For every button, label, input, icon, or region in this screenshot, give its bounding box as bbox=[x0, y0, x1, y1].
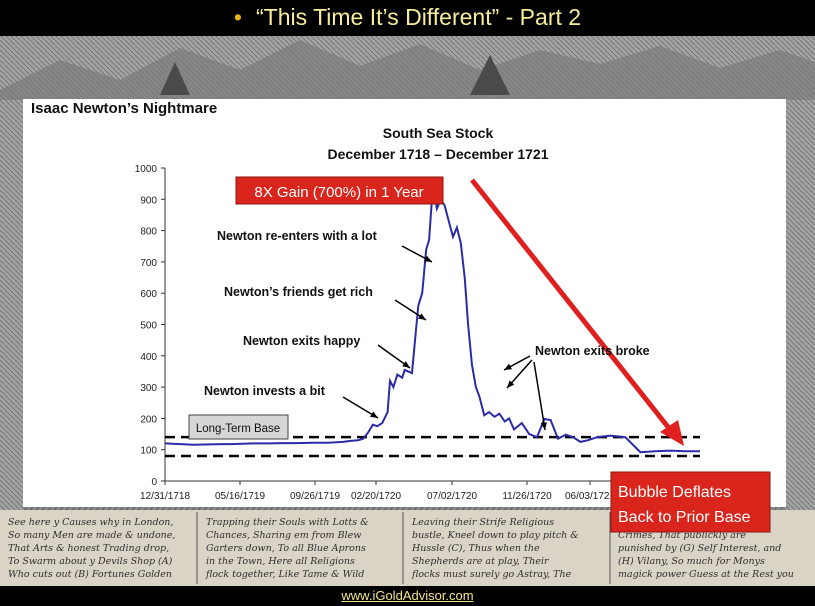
annotation-exits-broke-arrow-2-head bbox=[507, 380, 515, 388]
title-bar bbox=[0, 0, 815, 36]
y-tick-label: 0 bbox=[151, 477, 157, 488]
y-tick-label: 200 bbox=[140, 414, 157, 425]
x-tick-label: 05/16/1719 bbox=[215, 491, 265, 502]
x-tick-label: 11/26/1720 bbox=[502, 491, 552, 502]
x-tick-label: 12/31/1718 bbox=[140, 491, 190, 502]
chart-title: South Sea Stock bbox=[383, 125, 494, 141]
annotation-exits-broke-arrow-3-head bbox=[540, 422, 547, 430]
y-tick-label: 900 bbox=[140, 195, 157, 206]
y-tick-label: 100 bbox=[140, 446, 157, 457]
footer-bar bbox=[0, 586, 815, 606]
y-tick-label: 700 bbox=[140, 258, 157, 269]
deflate-callout-text: Bubble Deflates Back to Prior Base bbox=[618, 484, 751, 526]
y-tick-label: 800 bbox=[140, 227, 157, 238]
deflation-arrow bbox=[470, 178, 674, 434]
engraving-caption-2: Trapping their Souls with Lotts & Chances… bbox=[205, 517, 369, 580]
gain-callout-box bbox=[235, 176, 444, 205]
annotation-friends-rich: Newton’s friends get rich bbox=[224, 285, 373, 299]
annotation-invests-bit: Newton invests a bit bbox=[204, 384, 326, 398]
annotation-friends-rich-arrow-head bbox=[418, 313, 426, 320]
panel-title: Isaac Newton’s Nightmare bbox=[31, 100, 218, 117]
chart-panel bbox=[23, 99, 786, 507]
x-tick-label: 09/26/1719 bbox=[290, 491, 340, 502]
annotation-exits-happy: Newton exits happy bbox=[243, 334, 360, 348]
long-term-base-label: Long-Term Base bbox=[196, 423, 280, 435]
y-tick-label: 1000 bbox=[135, 164, 158, 175]
long-term-base-box bbox=[188, 414, 289, 440]
slide-title: • “This Time It’s Different” - Part 2 bbox=[0, 4, 815, 31]
y-tick-label: 400 bbox=[140, 352, 157, 363]
annotation-exits-broke-arrow-3 bbox=[533, 361, 546, 431]
gain-callout-text: 8X Gain (700%) in 1 Year bbox=[254, 184, 423, 201]
annotation-exits-happy-arrow-head bbox=[402, 361, 410, 368]
y-tick-label: 600 bbox=[140, 289, 157, 300]
x-tick-label: 02/20/1720 bbox=[351, 491, 401, 502]
deflate-callout-box bbox=[610, 471, 771, 533]
annotation-reenters: Newton re-enters with a lot bbox=[217, 229, 378, 243]
y-tick-label: 300 bbox=[140, 383, 157, 394]
bullet-icon: • bbox=[233, 4, 242, 30]
x-tick-label: 07/02/1720 bbox=[427, 491, 477, 502]
annotation-reenters-arrow-head bbox=[424, 255, 432, 262]
footer-link[interactable]: www.iGoldAdvisor.com bbox=[341, 588, 474, 603]
annotation-invests-bit-arrow-head bbox=[370, 411, 378, 418]
series-line bbox=[164, 183, 700, 454]
annotation-exits-broke: Newton exits broke bbox=[535, 344, 650, 358]
y-tick-label: 500 bbox=[140, 321, 157, 332]
deflation-arrowhead bbox=[660, 420, 684, 446]
x-tick-label: 06/03/1721 bbox=[565, 491, 615, 502]
engraving-caption-1: See here y Causes why in London, So many … bbox=[8, 517, 175, 580]
engraving-caption-3: Leaving their Strife Religious bustle, Kn… bbox=[411, 517, 579, 580]
annotation-exits-broke-arrow-1-head bbox=[504, 363, 512, 370]
slide-title-text: “This Time It’s Different” - Part 2 bbox=[255, 4, 582, 30]
chart-subtitle: December 1718 – December 1721 bbox=[327, 146, 548, 162]
